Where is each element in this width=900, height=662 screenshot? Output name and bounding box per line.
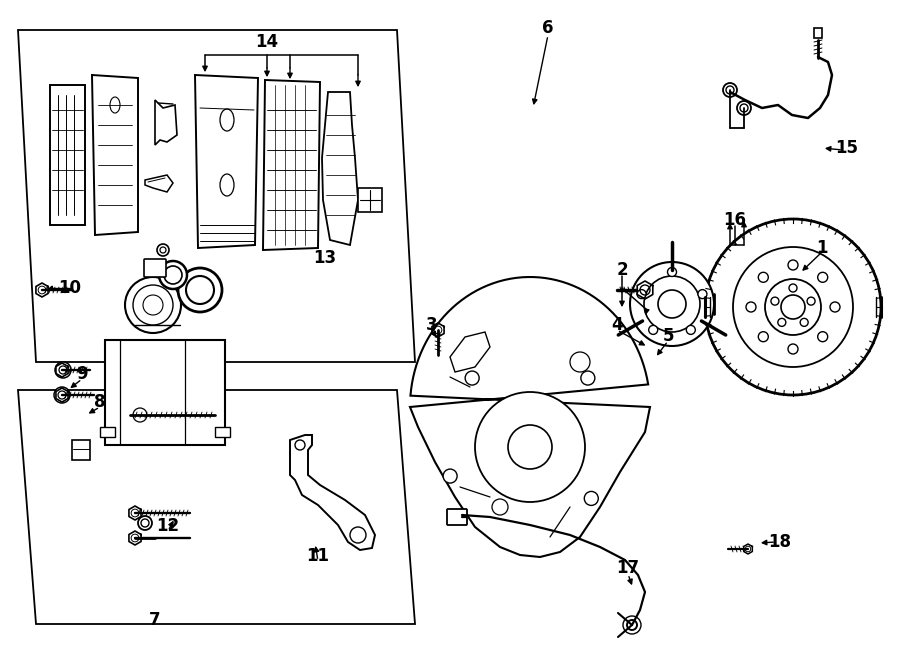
Polygon shape	[263, 80, 320, 250]
Ellipse shape	[220, 174, 234, 196]
Circle shape	[584, 491, 598, 505]
Text: 17: 17	[616, 559, 640, 577]
Circle shape	[789, 284, 797, 292]
Polygon shape	[50, 85, 85, 225]
Circle shape	[771, 297, 778, 305]
Circle shape	[759, 272, 769, 282]
Polygon shape	[100, 427, 115, 437]
Text: 3: 3	[427, 316, 437, 334]
Text: 5: 5	[662, 327, 674, 345]
Circle shape	[508, 425, 552, 469]
Circle shape	[788, 344, 798, 354]
Circle shape	[58, 391, 66, 399]
Text: 4: 4	[611, 316, 623, 334]
Polygon shape	[410, 277, 650, 557]
Circle shape	[186, 276, 214, 304]
Text: 7: 7	[149, 611, 161, 629]
Circle shape	[133, 408, 147, 422]
Circle shape	[778, 318, 786, 326]
Polygon shape	[155, 100, 177, 145]
Circle shape	[658, 290, 686, 318]
Circle shape	[781, 295, 805, 319]
Circle shape	[159, 261, 187, 289]
Circle shape	[644, 276, 700, 332]
Text: 1: 1	[816, 239, 828, 257]
Circle shape	[627, 620, 637, 630]
Text: 6: 6	[542, 19, 554, 37]
Text: 16: 16	[724, 211, 746, 229]
Circle shape	[350, 527, 366, 543]
Circle shape	[125, 277, 181, 333]
Text: 2: 2	[616, 261, 628, 279]
Circle shape	[178, 268, 222, 312]
Text: 9: 9	[76, 365, 88, 383]
Ellipse shape	[220, 109, 234, 131]
Circle shape	[160, 247, 166, 253]
Circle shape	[687, 326, 696, 334]
Circle shape	[800, 318, 808, 326]
FancyBboxPatch shape	[358, 188, 382, 212]
FancyBboxPatch shape	[144, 259, 166, 277]
Polygon shape	[215, 427, 230, 437]
Circle shape	[138, 516, 152, 530]
Circle shape	[164, 266, 182, 284]
Text: 14: 14	[256, 33, 279, 51]
Circle shape	[698, 289, 706, 299]
Circle shape	[295, 440, 305, 450]
Text: 15: 15	[835, 139, 859, 157]
Circle shape	[143, 295, 163, 315]
Circle shape	[59, 366, 67, 374]
Circle shape	[830, 302, 840, 312]
Polygon shape	[92, 75, 138, 235]
FancyBboxPatch shape	[447, 509, 467, 525]
Circle shape	[746, 302, 756, 312]
Circle shape	[475, 392, 585, 502]
Polygon shape	[72, 440, 90, 460]
Circle shape	[465, 371, 479, 385]
Polygon shape	[322, 92, 358, 245]
Circle shape	[788, 260, 798, 270]
Ellipse shape	[110, 97, 120, 113]
Circle shape	[157, 244, 169, 256]
Circle shape	[630, 262, 714, 346]
Circle shape	[737, 101, 751, 115]
Circle shape	[133, 285, 173, 325]
Polygon shape	[290, 435, 375, 550]
Circle shape	[637, 289, 646, 299]
Circle shape	[740, 104, 748, 112]
Circle shape	[807, 297, 815, 305]
Circle shape	[580, 371, 595, 385]
Circle shape	[818, 332, 828, 342]
Circle shape	[668, 267, 677, 277]
Text: 10: 10	[58, 279, 82, 297]
Polygon shape	[145, 175, 173, 192]
Circle shape	[723, 83, 737, 97]
Circle shape	[765, 279, 821, 335]
Text: 11: 11	[307, 547, 329, 565]
FancyBboxPatch shape	[814, 28, 822, 38]
Circle shape	[759, 332, 769, 342]
Text: 8: 8	[94, 393, 106, 411]
Polygon shape	[450, 332, 490, 372]
Circle shape	[141, 519, 149, 527]
Text: 18: 18	[769, 533, 791, 551]
Circle shape	[649, 326, 658, 334]
Circle shape	[570, 352, 590, 372]
Text: 12: 12	[157, 517, 180, 535]
Circle shape	[443, 469, 457, 483]
Circle shape	[54, 387, 70, 403]
Circle shape	[55, 362, 71, 378]
Text: 13: 13	[313, 249, 337, 267]
Polygon shape	[105, 340, 225, 445]
Circle shape	[818, 272, 828, 282]
Polygon shape	[195, 75, 258, 248]
Circle shape	[492, 499, 508, 515]
Circle shape	[726, 86, 734, 94]
